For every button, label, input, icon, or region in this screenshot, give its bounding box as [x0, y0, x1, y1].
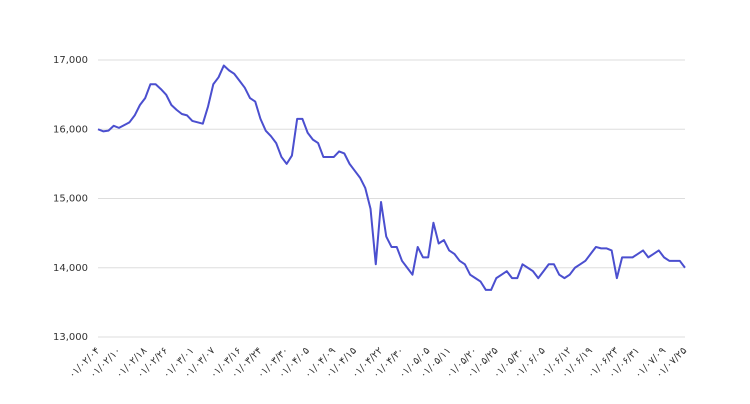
- y-tick-label: 16,000: [53, 124, 88, 135]
- y-tick-label: 14,000: [53, 263, 88, 274]
- y-tick-label: 15,000: [53, 194, 88, 205]
- y-tick-label: 17,000: [53, 55, 88, 66]
- y-tick-label: 13,000: [53, 332, 88, 343]
- line: [97, 64, 686, 291]
